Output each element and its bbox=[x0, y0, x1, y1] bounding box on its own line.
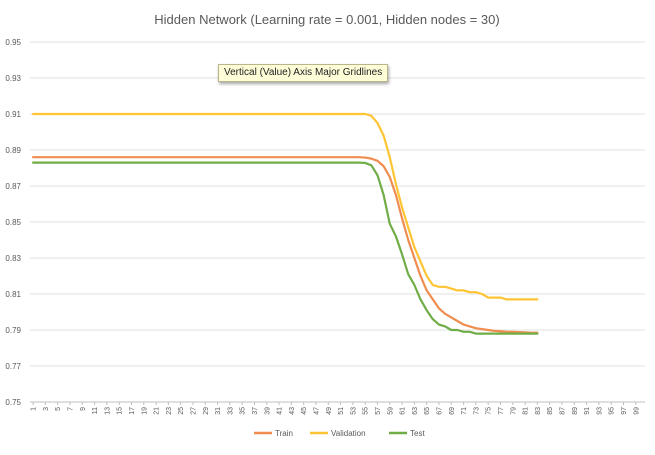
x-tick-label: 77 bbox=[498, 407, 505, 415]
x-tick-label: 85 bbox=[547, 407, 554, 415]
plot-series[interactable] bbox=[31, 112, 539, 335]
gridlines-tooltip: Vertical (Value) Axis Major Gridlines bbox=[218, 64, 389, 82]
x-tick-label: 59 bbox=[387, 407, 394, 415]
y-tick-label: 0.81 bbox=[5, 290, 21, 299]
x-tick-label: 9 bbox=[80, 407, 87, 411]
x-tick-label: 49 bbox=[326, 407, 333, 415]
x-tick-label: 55 bbox=[363, 407, 370, 415]
x-tick-label: 51 bbox=[338, 407, 345, 415]
x-tick-label: 39 bbox=[264, 407, 271, 415]
x-tick-label: 11 bbox=[92, 407, 99, 414]
x-tick-label: 47 bbox=[313, 407, 320, 415]
chart-title[interactable]: Hidden Network (Learning rate = 0.001, H… bbox=[154, 12, 499, 27]
legend[interactable]: Train Validation Test bbox=[254, 429, 425, 438]
x-tick-label: 35 bbox=[240, 407, 247, 415]
x-tick-label: 75 bbox=[486, 407, 493, 415]
x-tick-label: 27 bbox=[190, 407, 197, 415]
gridlines[interactable] bbox=[30, 41, 645, 403]
x-tick-label: 91 bbox=[584, 407, 591, 415]
x-tick-label: 43 bbox=[289, 407, 296, 415]
series-line-validation[interactable] bbox=[31, 112, 539, 301]
x-tick-label: 93 bbox=[596, 407, 603, 415]
y-tick-label: 0.79 bbox=[5, 326, 21, 335]
y-tick-label: 0.93 bbox=[5, 74, 21, 83]
x-tick-label: 45 bbox=[301, 407, 308, 415]
x-tick-label: 97 bbox=[621, 407, 628, 415]
x-tick-label: 7 bbox=[67, 407, 74, 411]
x-tick-label: 53 bbox=[350, 407, 357, 415]
x-tick-label: 1 bbox=[31, 407, 38, 411]
x-tick-label: 67 bbox=[436, 407, 443, 415]
legend-label-train: Train bbox=[275, 429, 293, 438]
y-tick-label: 0.95 bbox=[5, 38, 21, 47]
x-tick-label: 13 bbox=[104, 407, 111, 415]
series-line-train[interactable] bbox=[31, 156, 539, 334]
x-axis-labels[interactable]: 1 3 5 7 9 11 13 15 17 19 21 23 25 27 29 31 33 35 37 39 41 43 4… bbox=[31, 402, 641, 415]
x-tick-label: 31 bbox=[215, 407, 222, 415]
y-tick-label: 0.89 bbox=[5, 146, 21, 155]
y-tick-label: 0.91 bbox=[5, 110, 21, 119]
x-tick-label: 29 bbox=[203, 407, 210, 415]
x-tick-label: 17 bbox=[129, 407, 136, 415]
y-tick-label: 0.77 bbox=[5, 362, 21, 371]
x-tick-label: 89 bbox=[572, 407, 579, 415]
x-tick-label: 57 bbox=[375, 407, 382, 415]
x-tick-label: 95 bbox=[609, 407, 616, 415]
x-tick-label: 63 bbox=[412, 407, 419, 415]
y-tick-label: 0.85 bbox=[5, 218, 21, 227]
x-tick-label: 15 bbox=[117, 407, 124, 415]
x-tick-label: 23 bbox=[166, 407, 173, 415]
x-tick-label: 81 bbox=[523, 407, 530, 415]
y-tick-label: 0.83 bbox=[5, 254, 21, 263]
y-tick-label: 0.75 bbox=[5, 398, 21, 407]
x-tick-label: 83 bbox=[535, 407, 542, 415]
x-tick-label: 71 bbox=[461, 407, 468, 415]
x-tick-label: 37 bbox=[252, 407, 259, 415]
x-tick-label: 33 bbox=[227, 407, 234, 415]
x-tick-label: 69 bbox=[449, 407, 456, 415]
legend-label-test: Test bbox=[410, 429, 425, 438]
x-tick-label: 65 bbox=[424, 407, 431, 415]
x-tick-label: 73 bbox=[473, 407, 480, 415]
y-axis-labels[interactable]: 0.95 0.93 0.91 0.89 0.87 0.85 0.83 0.81 0.79 0.77… bbox=[5, 38, 21, 407]
x-tick-label: 79 bbox=[510, 407, 517, 415]
x-tick-label: 87 bbox=[559, 407, 566, 415]
x-tick-label: 5 bbox=[55, 407, 62, 411]
y-tick-label: 0.87 bbox=[5, 182, 21, 191]
series-line-test[interactable] bbox=[31, 161, 539, 335]
x-tick-label: 19 bbox=[141, 407, 148, 415]
x-tick-label: 99 bbox=[633, 407, 640, 415]
x-tick-label: 61 bbox=[400, 407, 407, 415]
x-tick-label: 3 bbox=[43, 407, 50, 411]
x-tick-label: 41 bbox=[277, 407, 284, 415]
x-tick-label: 25 bbox=[178, 407, 185, 415]
legend-label-validation: Validation bbox=[331, 429, 366, 438]
x-tick-label: 21 bbox=[154, 407, 161, 415]
